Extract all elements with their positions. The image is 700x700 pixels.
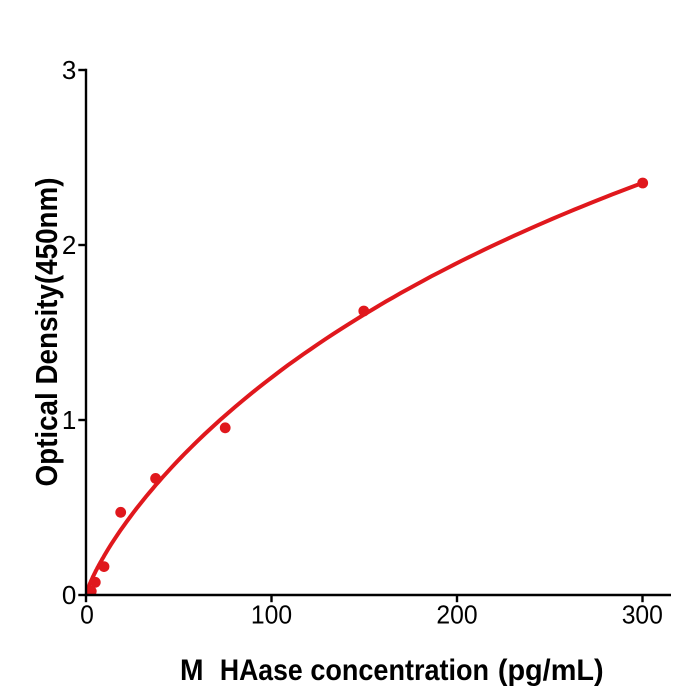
svg-text:Optical Density(450nm): Optical Density(450nm) <box>31 178 64 487</box>
svg-text:200: 200 <box>436 601 477 630</box>
svg-text:1: 1 <box>62 405 76 435</box>
svg-text:0: 0 <box>62 580 76 610</box>
svg-text:concentration: concentration <box>310 654 489 688</box>
svg-text:3: 3 <box>62 55 76 85</box>
svg-text:HAase: HAase <box>220 654 303 688</box>
svg-text:2: 2 <box>62 230 76 260</box>
svg-text:100: 100 <box>251 601 292 630</box>
svg-text:M: M <box>180 654 204 687</box>
svg-text:300: 300 <box>622 601 663 630</box>
svg-text:0: 0 <box>80 601 94 630</box>
svg-text:(pg/mL): (pg/mL) <box>498 654 604 688</box>
